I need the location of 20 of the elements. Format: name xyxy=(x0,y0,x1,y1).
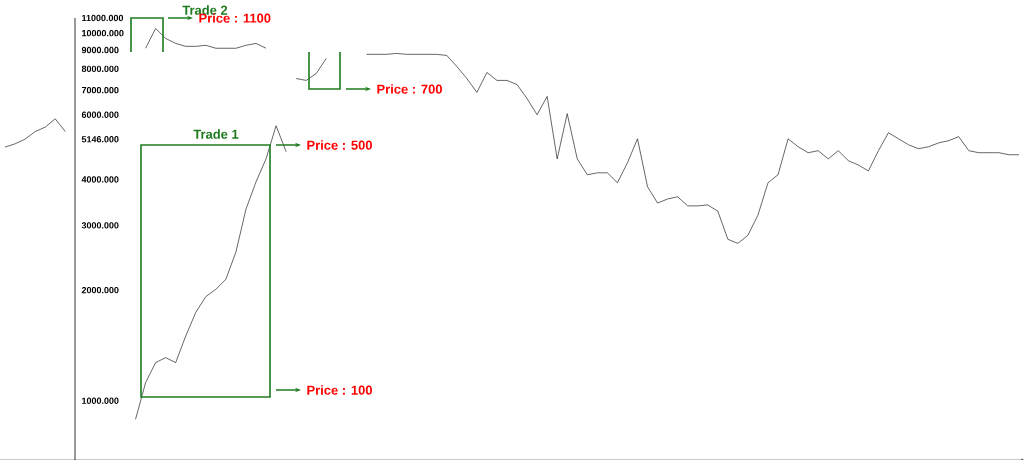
annotation: Price : 500 xyxy=(307,140,372,150)
y-tick-label: 5146.000 xyxy=(81,136,119,143)
y-tick-label: 6000.000 xyxy=(81,111,119,118)
y-tick-label: 4000.000 xyxy=(81,176,119,183)
y-tick-label: 11000.000 xyxy=(82,14,124,22)
y-tick-label: 9000.000 xyxy=(81,46,119,54)
line-series xyxy=(295,58,327,81)
annotation: Price : 1100 xyxy=(199,13,271,23)
y-tick-label: 2000.000 xyxy=(81,286,119,294)
annotation: Trade 1 xyxy=(193,129,239,139)
annotation: Price : 700 xyxy=(377,84,442,94)
line-series xyxy=(135,125,287,420)
line-series xyxy=(4,118,66,148)
y-tick-label: 8000.000 xyxy=(81,65,119,72)
y-tick-label: 7000.000 xyxy=(81,86,119,94)
annotation: Price : 100 xyxy=(307,385,372,395)
y-tick-label: 1000.000 xyxy=(82,397,119,404)
y-tick-label: 3000.000 xyxy=(81,222,119,229)
y-tick-label: 10000.000 xyxy=(82,30,124,37)
text: Trade 2 xyxy=(182,5,228,15)
